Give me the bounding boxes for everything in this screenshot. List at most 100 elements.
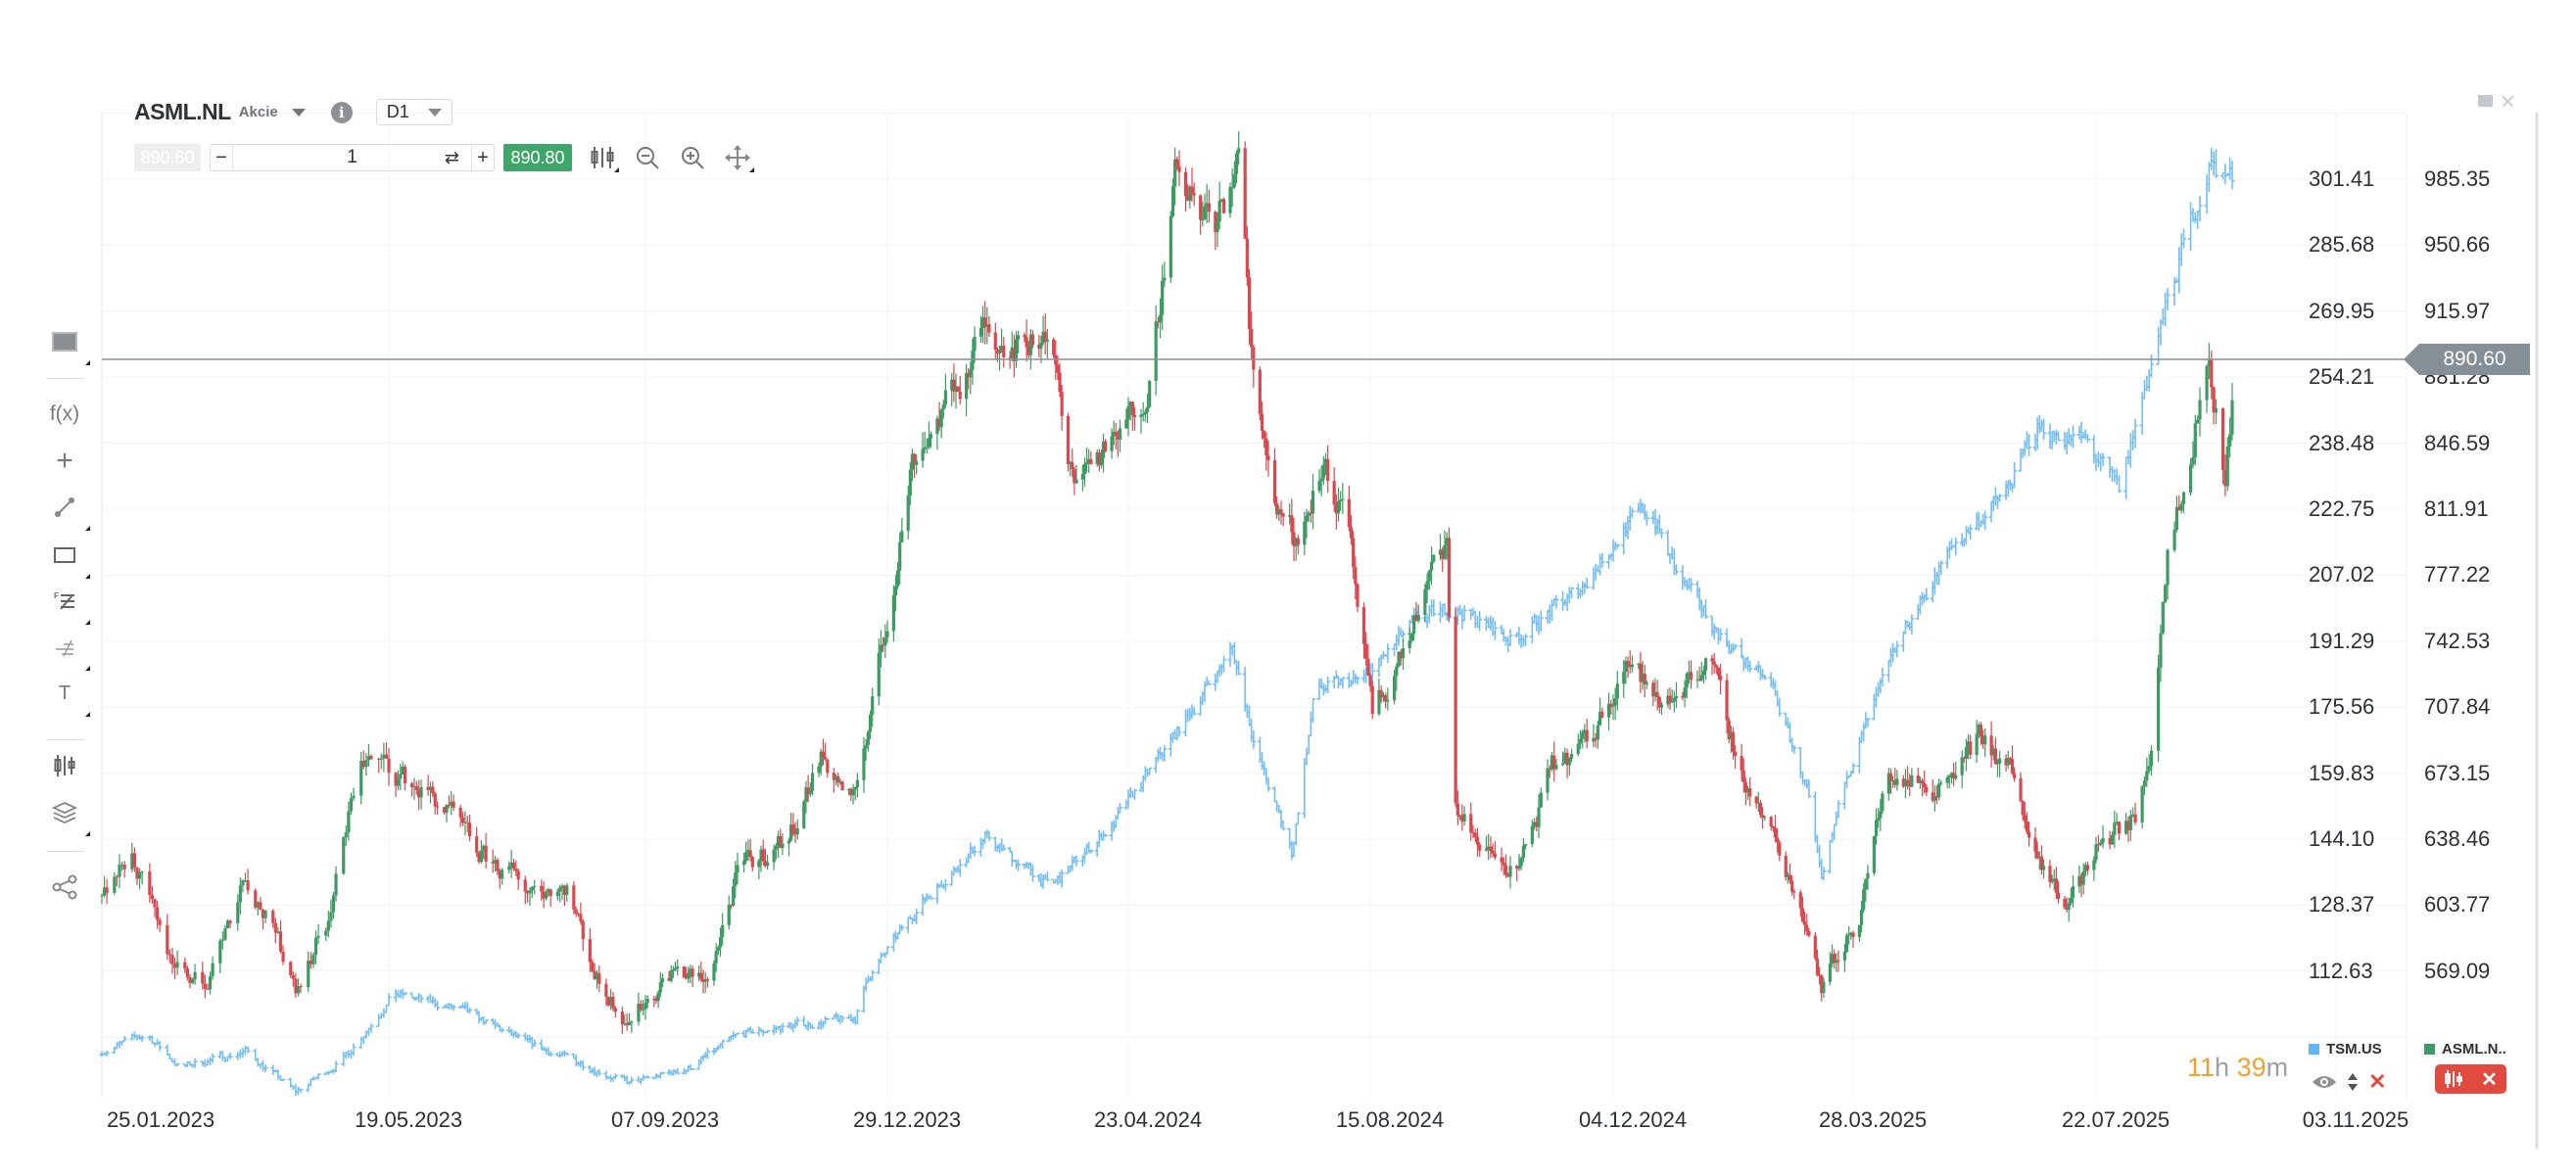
asml-candle bbox=[364, 753, 368, 776]
remove-tsm-icon[interactable]: ✕ bbox=[2368, 1069, 2387, 1094]
asml-candle bbox=[1655, 680, 1659, 711]
asml-candle bbox=[851, 783, 855, 805]
asml-candle bbox=[1128, 400, 1132, 421]
asml-candle bbox=[1145, 394, 1150, 424]
asml-candle bbox=[2225, 437, 2229, 492]
tsm-ohlc-bar bbox=[1665, 530, 1671, 556]
window-controls: × bbox=[2478, 89, 2516, 113]
text-tool-button[interactable]: T bbox=[47, 676, 90, 717]
pan-button[interactable] bbox=[723, 143, 754, 172]
legend-asml[interactable]: ASML.N.. bbox=[2424, 1041, 2506, 1058]
asml-series-controls[interactable]: ✕ bbox=[2435, 1064, 2506, 1094]
asml-candle bbox=[122, 861, 126, 878]
function-button[interactable]: f(x) bbox=[47, 397, 82, 432]
asml-candle bbox=[1771, 825, 1775, 832]
instrument-type: Akcie bbox=[238, 104, 278, 120]
chart-style-button[interactable] bbox=[47, 748, 82, 783]
tsm-ohlc-bar bbox=[1538, 610, 1544, 633]
asml-candle bbox=[716, 945, 720, 956]
reorder-icon[interactable] bbox=[2347, 1072, 2359, 1092]
asml-candle bbox=[431, 781, 435, 797]
asml-candle bbox=[687, 966, 691, 984]
asml-candle bbox=[291, 971, 295, 987]
asml-candle bbox=[1216, 212, 1219, 248]
tsm-ohlc-bar bbox=[315, 1073, 321, 1080]
symbol-name[interactable]: ASML.NL bbox=[134, 99, 231, 124]
eye-icon[interactable] bbox=[2312, 1074, 2337, 1090]
asml-candle bbox=[855, 773, 859, 798]
sell-price-button[interactable]: 890.60 bbox=[134, 144, 201, 171]
asml-candle bbox=[1879, 799, 1883, 832]
asml-candle bbox=[1118, 419, 1122, 452]
asml-candle bbox=[1877, 807, 1881, 828]
legend-tsm[interactable]: TSM.US bbox=[2309, 1041, 2382, 1058]
symbol-dropdown-icon[interactable] bbox=[291, 108, 306, 117]
minimize-icon[interactable] bbox=[2478, 95, 2493, 107]
trade-toolbar: 890.60 − 1 ⇄ + 890.80 bbox=[134, 143, 754, 172]
left-axis-tick-label: 254.21 bbox=[2309, 364, 2375, 390]
timeframe-select[interactable]: D1 bbox=[375, 99, 453, 125]
asml-candle bbox=[516, 869, 520, 890]
pitchfork-button[interactable] bbox=[47, 630, 90, 671]
zoom-out-button[interactable] bbox=[633, 143, 662, 172]
buy-price-button[interactable]: 890.80 bbox=[503, 144, 572, 171]
info-icon[interactable]: i bbox=[330, 101, 353, 123]
chart-type-button[interactable] bbox=[588, 143, 619, 172]
remove-asml-icon[interactable]: ✕ bbox=[2481, 1068, 2498, 1091]
asml-candle bbox=[1073, 466, 1076, 495]
asml-candle bbox=[1569, 748, 1574, 763]
asml-candle bbox=[935, 415, 939, 450]
trendline-button[interactable] bbox=[47, 490, 90, 531]
tsm-ohlc-bar bbox=[839, 1015, 845, 1023]
asml-candle bbox=[898, 532, 902, 585]
layers-icon bbox=[52, 802, 77, 823]
asml-candle bbox=[276, 926, 280, 934]
asml-candle bbox=[2188, 458, 2193, 496]
volume-input[interactable]: 1 ⇄ bbox=[232, 145, 472, 170]
swap-icon[interactable]: ⇄ bbox=[444, 147, 459, 167]
asml-candle bbox=[1947, 775, 1951, 789]
asml-candle bbox=[1183, 166, 1188, 212]
tsm-ohlc-bar bbox=[2012, 461, 2018, 489]
fibonacci-button[interactable]: F bbox=[47, 584, 90, 625]
asml-candle bbox=[1903, 769, 1908, 799]
asml-candle bbox=[2207, 343, 2212, 380]
asml-candle bbox=[1886, 768, 1890, 801]
asml-candle bbox=[1243, 141, 1247, 240]
zoom-in-button[interactable] bbox=[678, 143, 707, 172]
asml-candle bbox=[1703, 657, 1708, 681]
asml-candle bbox=[1962, 756, 1966, 764]
time-axis-tick-label: 03.11.2025 bbox=[2302, 1107, 2409, 1132]
rectangle-button[interactable] bbox=[47, 538, 90, 579]
asml-candle bbox=[660, 973, 665, 988]
asml-candle bbox=[1221, 197, 1226, 214]
asml-candle bbox=[644, 995, 647, 1020]
increase-volume-button[interactable]: + bbox=[477, 146, 489, 168]
asml-candle bbox=[654, 995, 658, 1005]
asml-candle bbox=[923, 431, 927, 453]
crosshair-button[interactable]: + bbox=[47, 444, 82, 479]
asml-candle bbox=[477, 851, 481, 865]
tsm-ohlc-bar bbox=[2070, 425, 2075, 448]
volume-stepper[interactable]: − 1 ⇄ + bbox=[210, 144, 495, 171]
asml-candle bbox=[1583, 724, 1587, 743]
asml-candle bbox=[1217, 181, 1221, 230]
tsm-ohlc-bar bbox=[208, 1057, 214, 1065]
asml-candle bbox=[419, 779, 423, 810]
share-button[interactable] bbox=[47, 870, 82, 905]
asml-candle bbox=[1219, 199, 1223, 203]
chart-window-button[interactable] bbox=[47, 324, 90, 365]
layers-button[interactable] bbox=[47, 795, 90, 836]
candles-icon[interactable] bbox=[2444, 1069, 2463, 1089]
asml-candle bbox=[558, 884, 562, 903]
asml-candle bbox=[1089, 451, 1093, 465]
asml-candle bbox=[908, 461, 912, 506]
asml-candle bbox=[1175, 156, 1179, 170]
asml-candle bbox=[344, 824, 348, 846]
asml-candle bbox=[382, 742, 386, 773]
close-window-icon[interactable]: × bbox=[2500, 89, 2516, 113]
decrease-volume-button[interactable]: − bbox=[215, 146, 227, 168]
asml-candle bbox=[1201, 201, 1205, 227]
asml-candle bbox=[1132, 406, 1137, 431]
